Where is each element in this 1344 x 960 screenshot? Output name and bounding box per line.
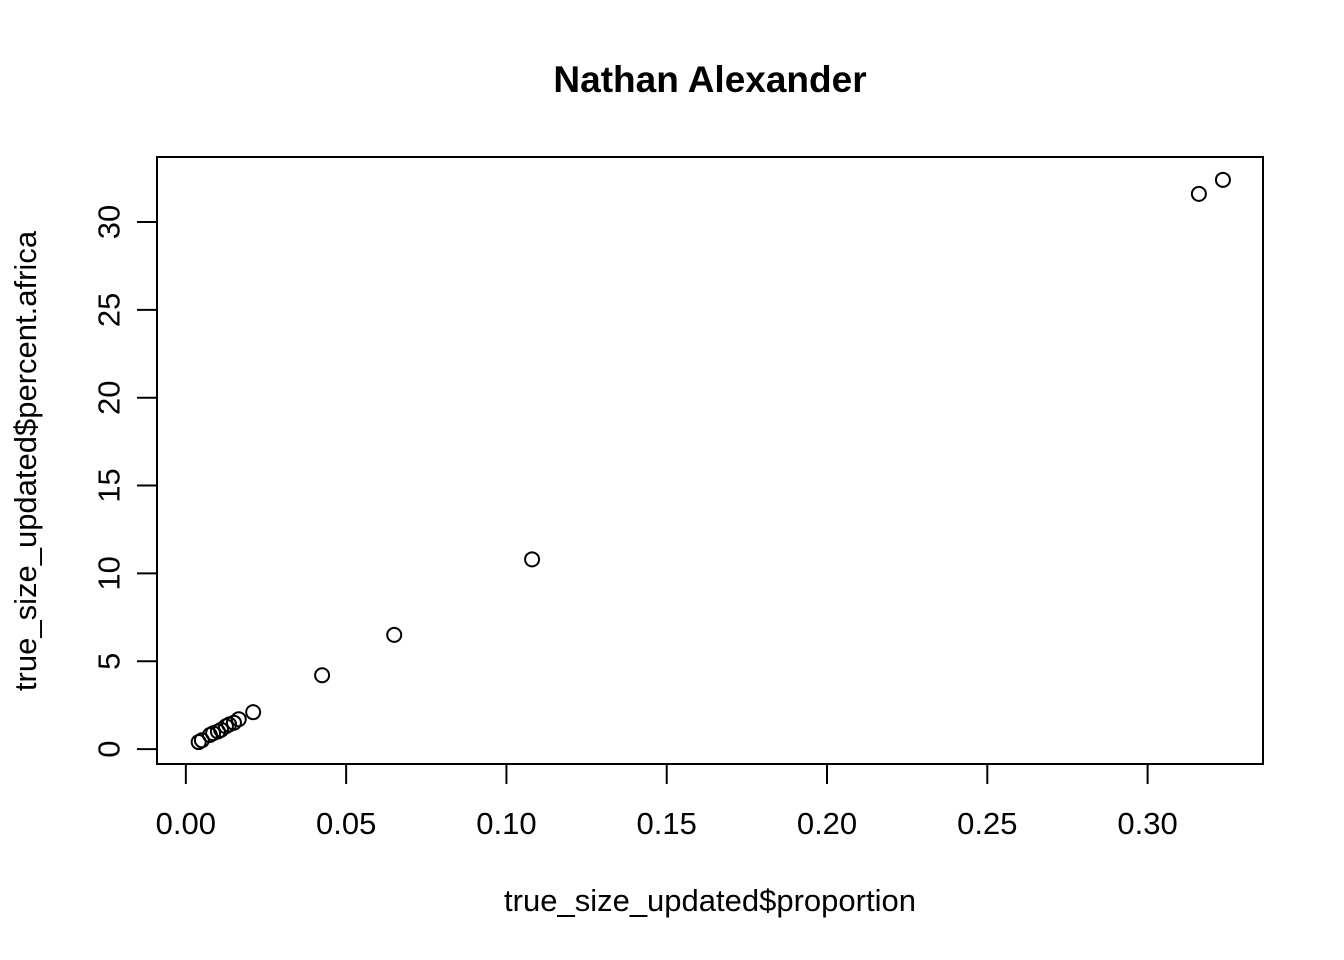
data-point (1214, 171, 1231, 188)
x-axis-label: true_size_updated$proportion (504, 883, 916, 918)
y-tick-label: 10 (92, 556, 127, 590)
y-tick-label: 5 (92, 653, 127, 670)
chart-title: Nathan Alexander (553, 59, 866, 100)
y-tick-label: 30 (92, 205, 127, 239)
data-point (245, 704, 262, 721)
data-point (193, 732, 210, 749)
data-point (230, 711, 247, 728)
y-axis: 0 5 10 15 20 25 30 (92, 205, 158, 758)
data-point (314, 667, 331, 684)
data-point (524, 551, 541, 568)
x-tick-label: 0.25 (957, 806, 1017, 841)
y-axis-label: true_size_updated$percent.africa (8, 230, 43, 691)
x-tick-label: 0.15 (637, 806, 697, 841)
data-point (213, 721, 230, 738)
x-tick-label: 0.10 (476, 806, 536, 841)
data-point (1190, 185, 1207, 202)
x-tick-label: 0.00 (156, 806, 216, 841)
y-tick-label: 25 (92, 293, 127, 327)
data-point (225, 714, 242, 731)
x-axis: 0.00 0.05 0.10 0.15 0.20 0.25 0.30 (156, 763, 1178, 841)
x-tick-label: 0.20 (797, 806, 857, 841)
y-tick-label: 20 (92, 380, 127, 414)
data-point (386, 626, 403, 643)
y-tick-label: 0 (92, 740, 127, 757)
x-tick-label: 0.30 (1117, 806, 1177, 841)
plot-area (156, 156, 1264, 765)
y-tick-label: 15 (92, 468, 127, 502)
x-tick-label: 0.05 (316, 806, 376, 841)
data-points (190, 171, 1231, 751)
